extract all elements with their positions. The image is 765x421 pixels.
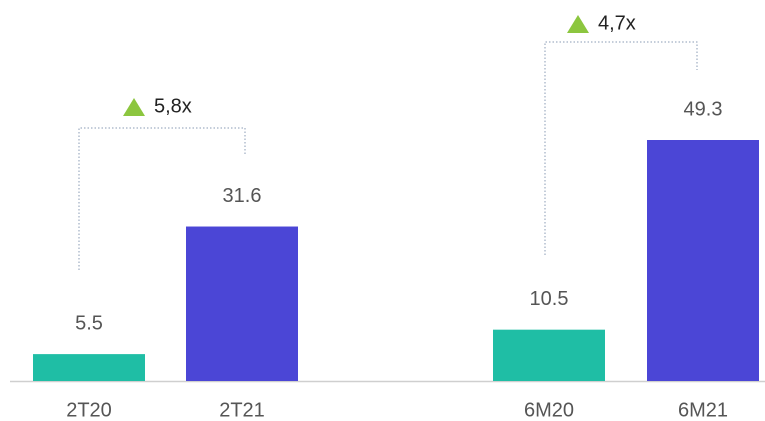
up-triangle (567, 15, 589, 33)
up-triangle (123, 98, 145, 116)
annotation: 4,7x (598, 12, 636, 34)
x-tick-label: 6M20 (524, 399, 574, 421)
data-label: 49.3 (684, 98, 723, 120)
x-tick-label: 6M21 (678, 399, 728, 421)
bar (33, 354, 145, 381)
bracket (544, 41, 698, 255)
data-label: 10.5 (530, 288, 569, 310)
x-tick-label: 2T20 (66, 399, 112, 421)
bar (186, 226, 298, 381)
bracket (78, 127, 246, 270)
data-label: 5.5 (75, 312, 103, 334)
data-label: 31.6 (223, 185, 262, 207)
x-tick-label: 2T21 (219, 399, 265, 421)
annotation: 5,8x (154, 95, 192, 117)
bar (493, 329, 605, 381)
bar (647, 140, 759, 381)
